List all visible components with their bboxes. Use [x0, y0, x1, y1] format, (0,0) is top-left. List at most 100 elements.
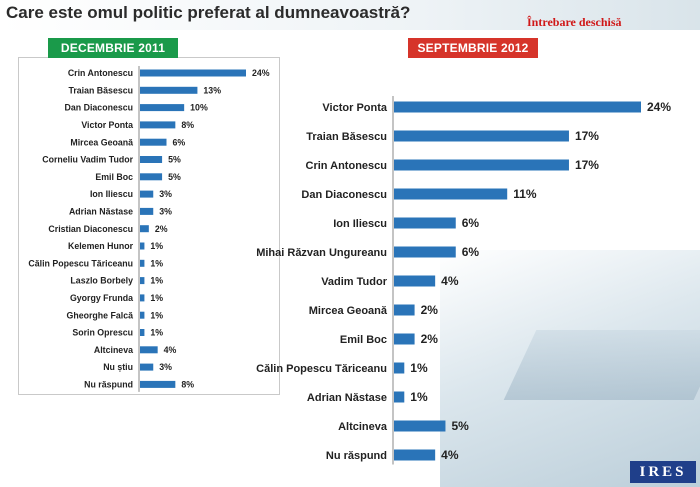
bar	[394, 159, 569, 171]
ires-logo: IRES	[630, 461, 696, 483]
category-label: Nu răspund	[326, 450, 387, 462]
period-badge-december-2011: DECEMBRIE 2011	[48, 38, 178, 58]
category-label: Călin Popescu Tăriceanu	[28, 258, 133, 268]
category-label: Mircea Geoană	[70, 137, 133, 147]
value-label: 5%	[168, 172, 181, 182]
value-label: 1%	[150, 276, 163, 286]
value-label: 10%	[190, 103, 208, 113]
category-label: Emil Boc	[95, 172, 133, 182]
bar	[140, 311, 145, 319]
bar	[394, 420, 446, 432]
category-label: Nu știu	[103, 362, 133, 372]
value-label: 13%	[203, 85, 221, 95]
category-label: Crin Antonescu	[306, 160, 388, 172]
bar	[140, 294, 145, 302]
value-label: 8%	[181, 379, 194, 389]
title-band	[0, 0, 700, 30]
category-label: Adrian Năstase	[307, 392, 387, 404]
value-label: 24%	[252, 68, 270, 78]
value-label: 1%	[150, 293, 163, 303]
bar	[140, 86, 198, 94]
value-label: 3%	[159, 206, 172, 216]
bar	[140, 363, 154, 371]
value-label: 1%	[410, 361, 428, 375]
category-label: Victor Ponta	[81, 120, 133, 130]
bar	[394, 391, 405, 403]
category-label: Mihai Răzvan Ungureanu	[256, 247, 387, 259]
value-label: 3%	[159, 189, 172, 199]
bar	[140, 69, 246, 77]
value-label: 1%	[150, 241, 163, 251]
bar	[394, 246, 456, 258]
bar	[140, 242, 145, 250]
page-title: Care este omul politic preferat al dumne…	[6, 3, 411, 22]
bar	[140, 121, 176, 129]
category-label: Altcineva	[338, 421, 388, 433]
value-label: 3%	[159, 362, 172, 372]
bar	[140, 173, 163, 181]
period-badge-september-2012: SEPTEMBRIE 2012	[408, 38, 538, 58]
bar	[140, 104, 185, 112]
category-label: Corneliu Vadim Tudor	[42, 155, 133, 165]
bar	[394, 449, 436, 461]
value-label: 1%	[150, 258, 163, 268]
category-label: Cristian Diaconescu	[48, 224, 133, 234]
category-label: Ion Iliescu	[333, 218, 387, 230]
category-label: Dan Diaconescu	[65, 103, 133, 113]
value-label: 17%	[575, 129, 599, 143]
bar	[140, 156, 163, 163]
value-label: 4%	[441, 274, 459, 288]
value-label: 2%	[155, 224, 168, 234]
value-label: 6%	[462, 245, 480, 259]
value-label: 5%	[168, 155, 181, 165]
value-label: 1%	[410, 390, 428, 404]
bar	[394, 333, 415, 345]
bar	[140, 190, 154, 198]
category-label: Kelemen Hunor	[68, 241, 134, 251]
category-label: Crin Antonescu	[68, 68, 133, 78]
value-label: 1%	[150, 328, 163, 338]
bar	[140, 225, 149, 233]
category-label: Emil Boc	[340, 334, 387, 346]
value-label: 6%	[173, 137, 186, 147]
value-label: 2%	[421, 332, 439, 346]
value-label: 6%	[462, 216, 480, 230]
bar	[140, 277, 145, 285]
bar	[140, 346, 158, 354]
value-label: 8%	[181, 120, 194, 130]
category-label: Mircea Geoană	[309, 305, 388, 317]
category-label: Călin Popescu Tăriceanu	[256, 363, 387, 375]
bar	[140, 259, 145, 267]
category-label: Vadim Tudor	[321, 276, 388, 288]
category-label: Gyorgy Frunda	[70, 293, 133, 303]
category-label: Nu răspund	[84, 379, 133, 389]
bar	[394, 275, 436, 287]
value-label: 2%	[421, 303, 439, 317]
question-note: Întrebare deschisă	[527, 15, 622, 29]
bar	[140, 380, 176, 388]
category-label: Gheorghe Falcă	[67, 310, 134, 320]
category-label: Laszlo Borbely	[70, 276, 133, 286]
bar	[394, 304, 415, 316]
bar	[140, 207, 154, 215]
category-label: Traian Băsescu	[68, 85, 133, 95]
value-label: 1%	[150, 310, 163, 320]
category-label: Adrian Năstase	[69, 206, 133, 216]
category-label: Victor Ponta	[322, 102, 387, 114]
value-label: 4%	[441, 448, 459, 462]
bar	[140, 329, 145, 336]
value-label: 17%	[575, 158, 599, 172]
bar	[394, 101, 641, 113]
category-label: Sorin Oprescu	[72, 328, 133, 338]
category-label: Dan Diaconescu	[301, 189, 387, 201]
category-label: Ion Iliescu	[90, 189, 133, 199]
value-label: 5%	[451, 419, 469, 433]
value-label: 4%	[164, 345, 177, 355]
bar	[394, 362, 405, 374]
bar	[394, 130, 569, 142]
value-label: 24%	[647, 100, 671, 114]
category-label: Traian Băsescu	[306, 131, 387, 143]
bar	[394, 188, 508, 200]
